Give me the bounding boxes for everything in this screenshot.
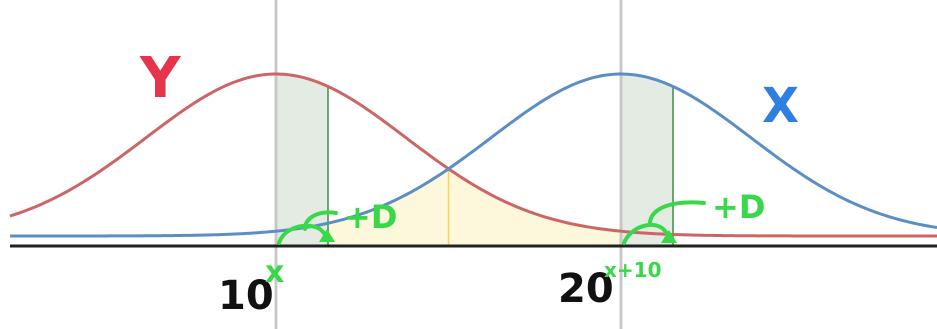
shaded-slice-y xyxy=(276,74,328,246)
curve-label-x: X xyxy=(762,78,799,134)
tick-label-20: 20 xyxy=(558,266,614,312)
shaded-slice-x xyxy=(621,74,673,246)
tick-annotation-x-plus-10: x+10 xyxy=(604,258,662,282)
shift-label-left: +D xyxy=(344,198,397,236)
tick-annotation-x: x xyxy=(265,255,284,290)
arrowhead-right xyxy=(661,230,677,243)
curve-y xyxy=(9,72,937,238)
shift-connector-right xyxy=(648,200,706,224)
shift-connector-left xyxy=(303,210,338,231)
curve-x xyxy=(10,72,937,238)
curve-label-y: Y xyxy=(139,46,182,111)
arrowhead-left xyxy=(319,229,335,242)
tick-label-10: 10 xyxy=(218,273,274,319)
shift-label-right: +D xyxy=(712,188,765,226)
shift-annotations: x x+10 +D +D xyxy=(265,188,765,290)
